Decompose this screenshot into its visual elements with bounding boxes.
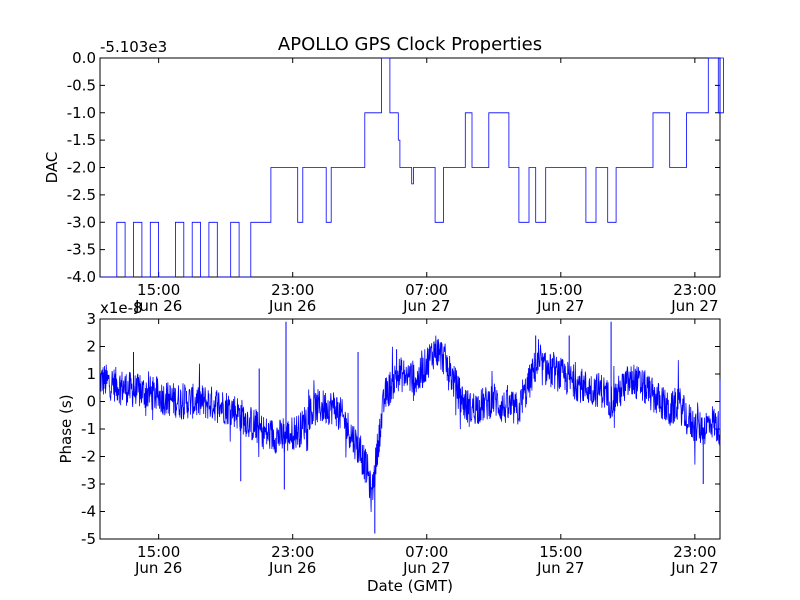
y-tick-label: -2.5 (67, 186, 96, 204)
x-tick-label: 07:00 (405, 543, 448, 561)
y-tick-label: -2 (81, 448, 96, 466)
x-tick-label: 15:00 (539, 543, 582, 561)
phase-series-line (99, 335, 721, 513)
x-tick-date-label: Jun 27 (536, 297, 584, 315)
y-tick-label: -4 (81, 503, 96, 521)
y-tick-label: -3.5 (67, 241, 96, 259)
y-tick-label: -1 (81, 420, 96, 438)
plot-frame (99, 318, 721, 540)
y-tick-label: 1 (86, 365, 96, 383)
y-tick-label: 2 (86, 338, 96, 356)
x-tick-label: 23:00 (673, 543, 716, 561)
x-tick-date-label: Jun 26 (134, 297, 182, 315)
dac-panel: 0.0 -0.5 -1.0 -1.5 -2.0 -2.5 -3.0 -3.5 -4.0 15:00… (43, 34, 724, 315)
x-tick-label: 23:00 (271, 543, 314, 561)
y-axis-label: DAC (43, 152, 61, 184)
chart-title: APOLLO GPS Clock Properties (278, 34, 542, 55)
x-tick-date-label: Jun 26 (134, 559, 182, 577)
axis-offset-label: x1e-8 (100, 299, 143, 317)
x-tick-label: 07:00 (405, 281, 448, 299)
x-tick-date-label: Jun 26 (268, 297, 316, 315)
y-tick-label: -1.0 (67, 104, 96, 122)
x-tick-label: 15:00 (539, 281, 582, 299)
x-tick-label: 23:00 (673, 281, 716, 299)
x-tick-date-label: Jun 27 (670, 297, 718, 315)
x-tick-date-label: Jun 27 (402, 559, 450, 577)
x-tick-label: 15:00 (137, 281, 180, 299)
y-tick-label: -2.0 (67, 159, 96, 177)
y-tick-label: -3.0 (67, 213, 96, 231)
x-tick-date-label: Jun 27 (536, 559, 584, 577)
x-tick-label: 15:00 (137, 543, 180, 561)
y-tick-label: 0.0 (72, 49, 96, 67)
dac-series-line (100, 57, 724, 278)
axis-offset-label: -5.103e3 (100, 38, 167, 56)
y-tick-label: -5 (81, 530, 96, 548)
y-tick-label: -4.0 (67, 268, 96, 286)
x-axis-label: Date (GMT) (367, 577, 453, 595)
y-tick-label: 3 (86, 310, 96, 328)
y-tick-label: 0 (86, 393, 96, 411)
x-tick-label: 23:00 (271, 281, 314, 299)
x-tick-date-label: Jun 27 (402, 297, 450, 315)
y-axis-label: Phase (s) (57, 394, 75, 463)
x-tick-date-label: Jun 26 (268, 559, 316, 577)
y-tick-label: -3 (81, 475, 96, 493)
y-tick-label: -0.5 (67, 76, 96, 94)
x-tick-date-label: Jun 27 (670, 559, 718, 577)
y-tick-label: -1.5 (67, 131, 96, 149)
